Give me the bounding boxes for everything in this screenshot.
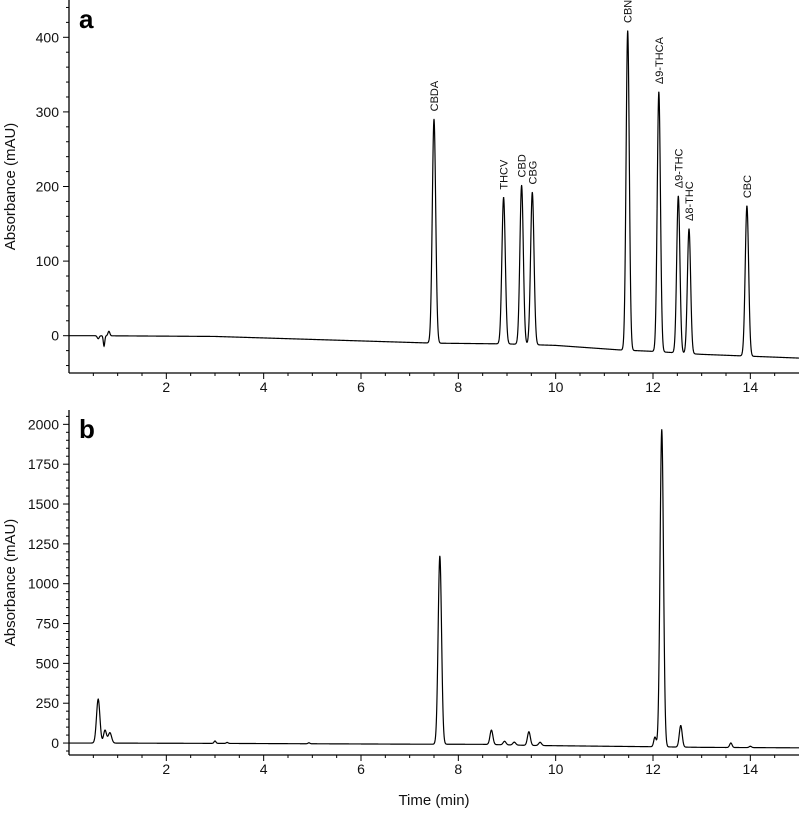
peak-apex <box>746 205 748 207</box>
x-tick-label: 4 <box>260 379 268 395</box>
peak-apex <box>627 30 629 32</box>
peak-apex <box>688 228 690 230</box>
y-tick-label: 1750 <box>28 456 59 472</box>
peak-apex <box>214 740 216 742</box>
peak-apex <box>528 731 530 733</box>
y-tick-label: 1250 <box>28 536 59 552</box>
chromatogram-trace <box>69 429 799 749</box>
y-tick-label: 100 <box>36 253 60 269</box>
peak-apex <box>539 741 541 743</box>
peak-label: CBDA <box>429 80 441 111</box>
y-tick-label: 0 <box>51 328 59 344</box>
panel-letter: a <box>79 4 94 34</box>
y-axis-label: Absorbance (mAU) <box>2 123 19 251</box>
peak-apex <box>439 555 441 557</box>
peak-apex <box>226 741 228 744</box>
y-tick-label: 400 <box>36 29 60 45</box>
x-tick-label: 2 <box>162 379 170 395</box>
y-tick-label: 250 <box>36 695 60 711</box>
y-tick-label: 500 <box>36 655 60 671</box>
peak-apex <box>749 745 751 747</box>
y-tick-label: 1500 <box>28 496 59 512</box>
peak-label: Δ8-THC <box>684 181 696 221</box>
x-tick-label: 10 <box>548 761 564 777</box>
panel-b-chromatogram: 0 250 500 750 1000 1250 1500 1750 2000 2 4 6 8 10 12 14… <box>2 410 799 809</box>
peak-label: CBG <box>527 161 539 185</box>
peak-apex <box>680 724 682 727</box>
peak-label: CBN <box>623 0 635 23</box>
peak-label: Δ9-THC <box>673 148 685 188</box>
y-tick-label: 200 <box>36 179 60 195</box>
y-tick-label: 2000 <box>28 416 59 432</box>
peak-apex <box>490 729 493 731</box>
x-tick-label: 14 <box>743 761 759 777</box>
peak-apex <box>658 91 660 93</box>
peak-apex <box>661 429 663 431</box>
peak-label: CBD <box>517 154 529 177</box>
peak-apex <box>730 742 732 744</box>
peak-apex <box>308 742 310 744</box>
y-tick-label: 750 <box>36 616 60 632</box>
peak-apex <box>654 736 656 738</box>
x-tick-label: 8 <box>454 761 462 777</box>
y-tick-label: 300 <box>36 104 60 120</box>
x-tick-label: 2 <box>162 761 170 777</box>
peak-apex <box>433 118 435 120</box>
peak-apex <box>97 698 99 700</box>
y-axis-label: Absorbance (mAU) <box>2 519 19 647</box>
peak-apex <box>677 195 679 197</box>
x-tick-label: 6 <box>357 761 365 777</box>
x-axis-label: Time (min) <box>398 792 469 809</box>
x-tick-label: 6 <box>357 379 365 395</box>
y-tick-label: 1000 <box>28 576 59 592</box>
x-tick-label: 12 <box>645 379 661 395</box>
peak-apex <box>513 741 515 743</box>
x-tick-label: 8 <box>454 379 462 395</box>
peak-apex <box>531 191 533 194</box>
peak-apex <box>104 729 106 731</box>
peak-label: THCV <box>499 159 511 190</box>
x-tick-label: 4 <box>260 761 268 777</box>
panel-a-chromatogram: 0 100 200 300 400 2 4 6 8 10 12 14 Absorbance (mAU) a… <box>2 0 799 395</box>
peak-label: CBC <box>742 175 754 198</box>
peak-apex <box>521 184 523 187</box>
peak-apex <box>109 732 111 734</box>
x-tick-label: 12 <box>645 761 661 777</box>
peak-apex <box>503 740 506 742</box>
x-tick-label: 10 <box>548 379 564 395</box>
peak-label: Δ9-THCA <box>654 36 666 84</box>
x-tick-label: 14 <box>743 379 759 395</box>
peak-apex <box>502 197 505 199</box>
panel-letter: b <box>79 414 95 444</box>
y-tick-label: 0 <box>51 735 59 751</box>
